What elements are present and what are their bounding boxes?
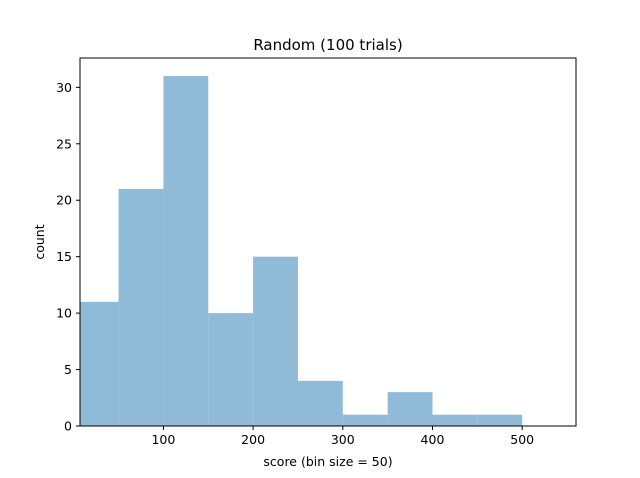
y-tick-label-1: 5 <box>64 362 72 377</box>
histogram-bar-8 <box>432 414 478 426</box>
histogram-bar-0 <box>80 301 119 426</box>
y-tick-label-2: 10 <box>56 306 72 321</box>
x-tick-label-0: 100 <box>151 432 175 447</box>
histogram-bar-5 <box>297 380 343 426</box>
x-axis-label: score (bin size = 50) <box>263 454 392 469</box>
x-tick-label-4: 500 <box>510 432 534 447</box>
histogram-bar-3 <box>208 313 254 426</box>
histogram-bar-4 <box>253 256 298 426</box>
y-tick-label-3: 15 <box>56 249 72 264</box>
x-axis-ticks: 100 200 300 400 500 <box>151 426 534 447</box>
histogram-bar-1 <box>118 188 164 426</box>
plot-frame <box>79 57 577 427</box>
y-axis-label: count <box>32 224 47 259</box>
y-tick-label-4: 20 <box>56 193 72 208</box>
chart-title: Random (100 trials) <box>253 36 402 54</box>
y-axis-ticks: 0 5 10 15 20 25 30 <box>56 80 80 434</box>
y-tick-label-6: 30 <box>56 80 72 95</box>
y-tick-label-5: 25 <box>56 136 72 151</box>
x-tick-label-3: 400 <box>421 432 445 447</box>
histogram-bar-7 <box>387 392 433 426</box>
y-tick-label-0: 0 <box>64 419 72 434</box>
x-tick-label-1: 200 <box>241 432 265 447</box>
bars-group <box>80 76 523 426</box>
histogram-bar-6 <box>342 414 388 426</box>
histogram-bar-9 <box>477 414 523 426</box>
histogram-bar-2 <box>163 76 209 426</box>
x-tick-label-2: 300 <box>331 432 355 447</box>
